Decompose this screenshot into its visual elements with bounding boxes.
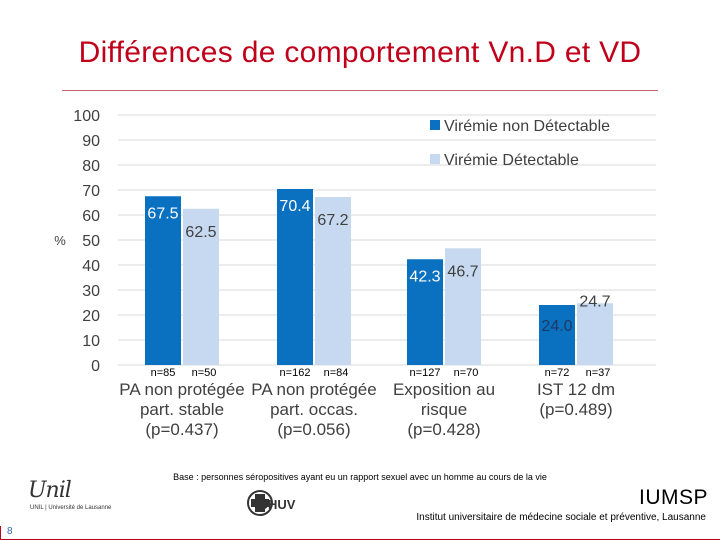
x-category-label: risque bbox=[421, 400, 467, 419]
bar-detectable bbox=[315, 197, 351, 365]
y-tick-label: 90 bbox=[82, 133, 100, 150]
y-axis-label: % bbox=[54, 233, 66, 248]
data-label-detectable: 62.5 bbox=[185, 224, 216, 241]
y-tick-label: 70 bbox=[82, 183, 100, 200]
data-label-non-detectable: 42.3 bbox=[409, 268, 440, 285]
y-tick-label: 40 bbox=[82, 258, 100, 275]
sample-size-label: n=37 bbox=[586, 367, 611, 379]
x-category-label: Exposition au bbox=[393, 380, 495, 399]
data-label-non-detectable: 24.0 bbox=[541, 318, 572, 335]
data-label-detectable: 46.7 bbox=[447, 263, 478, 280]
chuv-logo-text: CHUV bbox=[259, 497, 296, 512]
title-divider bbox=[62, 90, 658, 91]
unil-logo-text: UNIL | Université de Lausanne bbox=[30, 505, 112, 511]
iumsp-logo: IUMSP bbox=[638, 486, 708, 509]
chuv-logo-ring bbox=[247, 490, 273, 516]
data-label-detectable: 24.7 bbox=[579, 293, 610, 310]
x-category-label: PA non protégée bbox=[119, 380, 244, 399]
y-tick-label: 10 bbox=[82, 333, 100, 350]
unil-logo: Unil UNIL | Université de Lausanne bbox=[22, 478, 122, 518]
y-tick-label: 60 bbox=[82, 208, 100, 225]
x-category-label: (p=0.437) bbox=[145, 420, 218, 439]
page-number-marker bbox=[0, 526, 1, 540]
x-category-label: IST 12 dm bbox=[537, 380, 615, 399]
y-tick-label: 0 bbox=[91, 358, 100, 375]
bar-non-detectable bbox=[145, 196, 181, 365]
bar-non-detectable bbox=[407, 259, 443, 365]
sample-size-label: n=85 bbox=[151, 367, 176, 379]
institute-name: Institut universitaire de médecine socia… bbox=[416, 512, 706, 523]
unil-logo-mark: Unil bbox=[28, 478, 72, 503]
sample-size-label: n=72 bbox=[545, 367, 570, 379]
data-label-non-detectable: 67.5 bbox=[147, 205, 178, 222]
y-tick-label: 20 bbox=[82, 308, 100, 325]
sample-size-label: n=84 bbox=[324, 367, 349, 379]
sample-size-label: n=162 bbox=[280, 367, 311, 379]
bar-detectable bbox=[577, 303, 613, 365]
y-tick-label: 50 bbox=[82, 233, 100, 250]
slide-title: Différences de comportement Vn.D et VD bbox=[78, 36, 642, 69]
legend-label: Virémie non Détectable bbox=[444, 118, 610, 135]
data-label-non-detectable: 70.4 bbox=[279, 198, 310, 215]
y-tick-label: 80 bbox=[82, 158, 100, 175]
data-label-detectable: 67.2 bbox=[317, 212, 348, 229]
bar-non-detectable bbox=[277, 189, 313, 365]
x-category-label: (p=0.428) bbox=[407, 420, 480, 439]
bar-non-detectable bbox=[539, 305, 575, 365]
x-category-label: (p=0.056) bbox=[277, 420, 350, 439]
x-category-label: PA non protégée bbox=[251, 380, 376, 399]
chuv-logo-cross-h bbox=[251, 499, 269, 507]
legend-swatch bbox=[430, 154, 440, 164]
sample-size-label: n=127 bbox=[410, 367, 441, 379]
chuv-logo: CHUV bbox=[247, 490, 296, 516]
sample-size-label: n=50 bbox=[192, 367, 217, 379]
y-tick-label: 100 bbox=[73, 108, 100, 125]
bar-detectable bbox=[183, 208, 219, 365]
sample-size-label: n=70 bbox=[454, 367, 479, 379]
page-number: 8 bbox=[7, 526, 13, 537]
legend-swatch bbox=[430, 120, 440, 130]
x-category-label: (p=0.489) bbox=[539, 400, 612, 419]
y-tick-label: 30 bbox=[82, 283, 100, 300]
base-note: Base : personnes séropositives ayant eu … bbox=[173, 472, 547, 482]
legend-label: Virémie Détectable bbox=[444, 152, 579, 169]
x-category-label: part. stable bbox=[140, 400, 224, 419]
x-category-label: part. occas. bbox=[270, 400, 358, 419]
bar-detectable bbox=[445, 248, 481, 365]
